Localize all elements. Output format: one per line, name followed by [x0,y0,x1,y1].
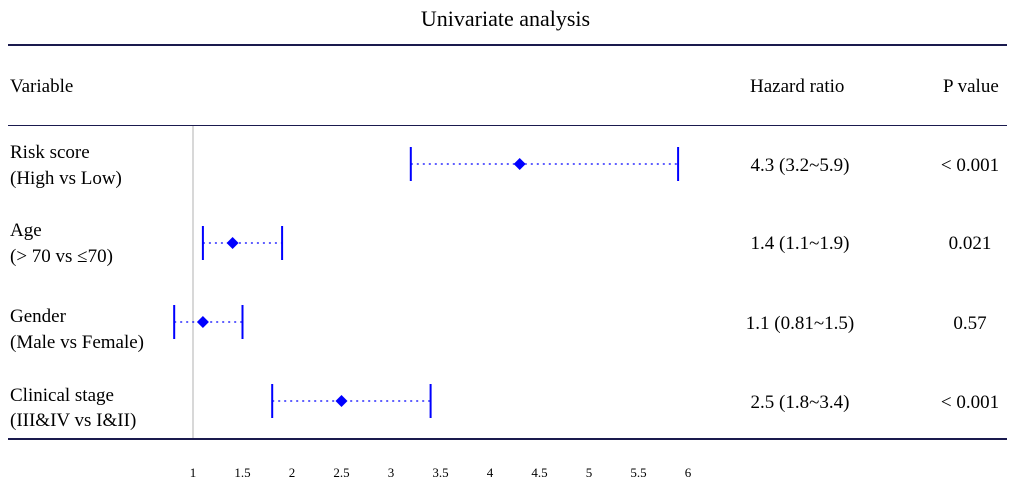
row-label-age: Age [10,220,42,241]
hr-point [226,237,239,249]
row-sublabel-clinical-stage: (III&IV vs I&II) [10,410,137,431]
x-tick-label: 5 [585,465,593,480]
p-value-clinical-stage: < 0.001 [940,392,1000,413]
hr-point [196,316,209,328]
column-header-p-value: P value [943,76,999,97]
p-value-gender: 0.57 [953,313,987,334]
top-rule [8,44,1007,46]
column-header-hazard-ratio: Hazard ratio [750,76,845,97]
bottom-rule [8,438,1007,440]
row-label-clinical-stage: Clinical stage [10,385,114,406]
row-sublabel-risk-score: (High vs Low) [10,168,122,189]
x-tick-label: 4 [486,465,494,480]
x-tick-label: 1 [189,465,197,480]
header-rule [8,125,1007,126]
hazard-ratio-age: 1.4 (1.1~1.9) [750,233,850,254]
row-label-risk-score: Risk score [10,142,90,163]
x-tick-label: 2.5 [333,465,350,480]
x-tick-label: 1.5 [234,465,251,480]
p-value-risk-score: < 0.001 [940,155,1000,176]
hazard-ratio-clinical-stage: 2.5 (1.8~3.4) [750,392,850,413]
row-label-gender: Gender [10,306,66,327]
hr-point [335,395,348,407]
x-tick-label: 3 [387,465,395,480]
column-header-variable: Variable [10,76,74,97]
x-tick-label: 4.5 [531,465,548,480]
row-sublabel-age: (> 70 vs ≤70) [10,246,113,267]
hazard-ratio-risk-score: 4.3 (3.2~5.9) [750,155,850,176]
x-tick-label: 6 [684,465,692,480]
chart-title: Univariate analysis [420,6,591,31]
x-tick-label: 2 [288,465,296,480]
hr-point [513,158,526,170]
x-tick-label: 3.5 [432,465,449,480]
x-tick-label: 5.5 [630,465,647,480]
hazard-ratio-gender: 1.1 (0.81~1.5) [745,313,855,334]
p-value-age: 0.021 [948,233,992,254]
row-sublabel-gender: (Male vs Female) [10,332,145,353]
